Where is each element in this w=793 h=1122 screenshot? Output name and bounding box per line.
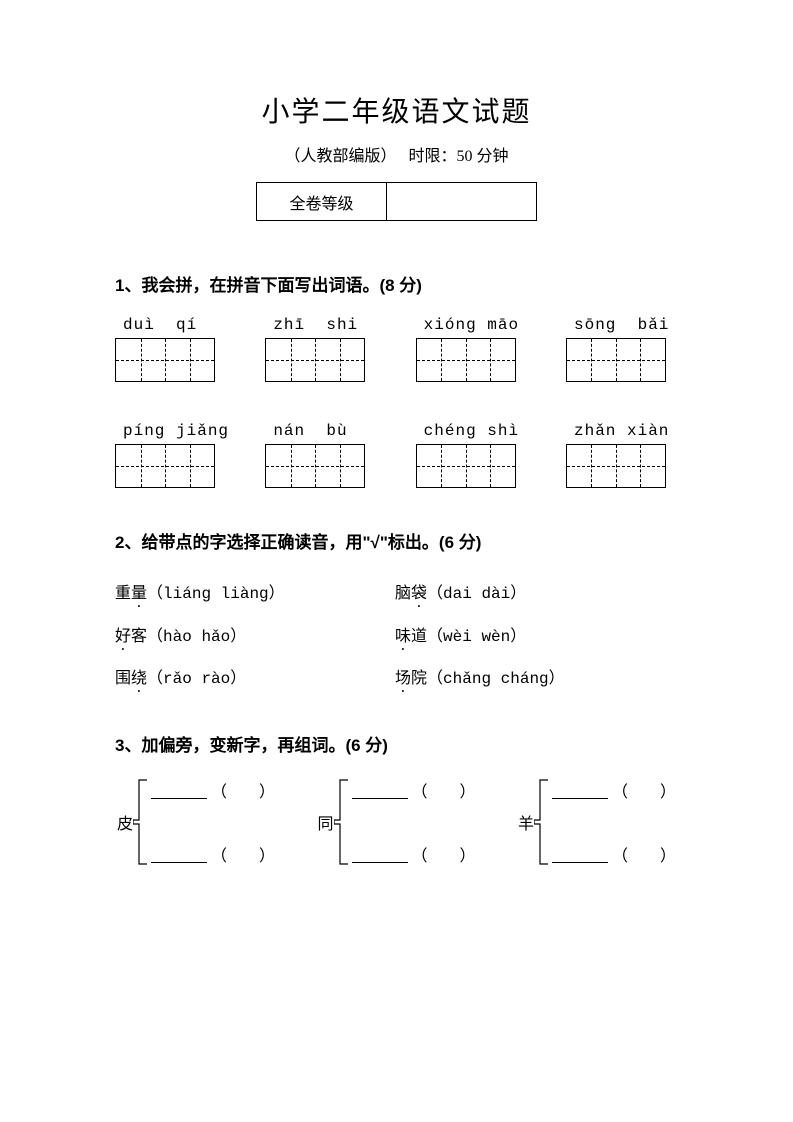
pinyin-item: chéng shì xyxy=(416,422,528,488)
char-box[interactable] xyxy=(416,444,516,488)
pinyin-text: chéng shì xyxy=(416,422,528,440)
q2-text: 院 xyxy=(411,670,427,687)
branch-group: （ ） （ ） xyxy=(548,778,676,866)
q3-item: 羊 （ ） （ ） xyxy=(518,776,676,868)
char-box[interactable] xyxy=(416,338,516,382)
page-title: 小学二年级语文试题 xyxy=(115,90,678,130)
pinyin-text: nán bù xyxy=(265,422,377,440)
pinyin-item: nán bù xyxy=(265,422,377,488)
question-3: 3、加偏旁，变新字，再组词。(6 分) 皮 （ ） （ ） 同 （ ） （ ） … xyxy=(115,731,678,868)
blank-input[interactable] xyxy=(151,845,207,863)
q2-row: 好客（hào hǎo） 味道（wèi wèn） xyxy=(115,616,678,659)
char-box[interactable] xyxy=(566,444,666,488)
q3-root: 皮 xyxy=(117,810,133,834)
pinyin-item: sōng bǎi xyxy=(566,316,678,382)
q2-text: 道 xyxy=(411,628,427,645)
branch-line[interactable]: （ ） xyxy=(552,842,676,866)
pinyin-item: píng jiǎng xyxy=(115,422,227,488)
paren[interactable]: （ ） xyxy=(412,842,476,866)
q2-item: 场院（chǎng cháng） xyxy=(395,658,678,701)
q3-item: 同 （ ） （ ） xyxy=(317,776,475,868)
q2-dot-char: 好 xyxy=(115,628,131,645)
q1-row-2: píng jiǎng nán bù chéng shì zhǎn xiàn xyxy=(115,422,678,488)
q2-item: 好客（hào hǎo） xyxy=(115,616,395,659)
char-box[interactable] xyxy=(115,444,215,488)
q2-dot-char: 味 xyxy=(395,628,411,645)
q2-item: 重量（liáng liàng） xyxy=(115,573,395,616)
branch-group: （ ） （ ） xyxy=(147,778,275,866)
blank-input[interactable] xyxy=(552,781,608,799)
pinyin-text: duì qí xyxy=(115,316,227,334)
char-box[interactable] xyxy=(265,338,365,382)
q2-row: 重量（liáng liàng） 脑袋（dai dài） xyxy=(115,573,678,616)
q3-row: 皮 （ ） （ ） 同 （ ） （ ） 羊 （ ） （ ） xyxy=(115,776,678,868)
branch-line[interactable]: （ ） xyxy=(151,842,275,866)
q2-options[interactable]: （wèi wèn） xyxy=(427,628,526,646)
bracket-icon xyxy=(334,776,348,868)
pinyin-text: píng jiǎng xyxy=(115,422,227,440)
paren[interactable]: （ ） xyxy=(211,842,275,866)
pinyin-item: zhī shi xyxy=(265,316,377,382)
char-box[interactable] xyxy=(566,338,666,382)
q3-root: 同 xyxy=(317,810,333,834)
question-2: 2、给带点的字选择正确读音，用"√"标出。(6 分) 重量（liáng liàn… xyxy=(115,528,678,701)
question-1: 1、我会拼，在拼音下面写出词语。(8 分) duì qí zhī shi xió… xyxy=(115,271,678,488)
pinyin-text: zhī shi xyxy=(265,316,377,334)
pinyin-text: zhǎn xiàn xyxy=(566,422,678,440)
branch-line[interactable]: （ ） xyxy=(352,778,476,802)
q2-options[interactable]: （liáng liàng） xyxy=(147,585,285,603)
blank-input[interactable] xyxy=(352,781,408,799)
paren[interactable]: （ ） xyxy=(412,778,476,802)
char-box[interactable] xyxy=(265,444,365,488)
blank-input[interactable] xyxy=(151,781,207,799)
pinyin-item: duì qí xyxy=(115,316,227,382)
q2-dot-char: 场 xyxy=(395,670,411,687)
paren[interactable]: （ ） xyxy=(612,842,676,866)
pinyin-item: xióng māo xyxy=(416,316,528,382)
branch-line[interactable]: （ ） xyxy=(151,778,275,802)
grade-value[interactable] xyxy=(387,183,537,221)
q2-options[interactable]: （chǎng cháng） xyxy=(427,670,565,688)
q3-heading: 3、加偏旁，变新字，再组词。(6 分) xyxy=(115,731,678,756)
q2-options[interactable]: （hào hǎo） xyxy=(147,628,246,646)
blank-input[interactable] xyxy=(352,845,408,863)
grade-label: 全卷等级 xyxy=(257,183,387,221)
branch-group: （ ） （ ） xyxy=(348,778,476,866)
grade-table: 全卷等级 xyxy=(256,182,537,221)
bracket-icon xyxy=(133,776,147,868)
q3-item: 皮 （ ） （ ） xyxy=(117,776,275,868)
pinyin-item: zhǎn xiàn xyxy=(566,422,678,488)
blank-input[interactable] xyxy=(552,845,608,863)
q2-dot-char: 绕 xyxy=(131,670,147,687)
q2-text: 脑 xyxy=(395,585,411,602)
q2-body: 重量（liáng liàng） 脑袋（dai dài） 好客（hào hǎo） … xyxy=(115,573,678,701)
q3-root: 羊 xyxy=(518,810,534,834)
branch-line[interactable]: （ ） xyxy=(352,842,476,866)
pinyin-text: sōng bǎi xyxy=(566,316,678,334)
q2-item: 围绕（rǎo rào） xyxy=(115,658,395,701)
branch-line[interactable]: （ ） xyxy=(552,778,676,802)
q2-dot-char: 袋 xyxy=(411,585,427,602)
pinyin-text: xióng māo xyxy=(416,316,528,334)
q2-row: 围绕（rǎo rào） 场院（chǎng cháng） xyxy=(115,658,678,701)
q2-options[interactable]: （dai dài） xyxy=(427,585,526,603)
q2-heading: 2、给带点的字选择正确读音，用"√"标出。(6 分) xyxy=(115,528,678,553)
paren[interactable]: （ ） xyxy=(612,778,676,802)
q2-text: 重 xyxy=(115,585,131,602)
q2-dot-char: 量 xyxy=(131,585,147,602)
q2-options[interactable]: （rǎo rào） xyxy=(147,670,246,688)
bracket-icon xyxy=(534,776,548,868)
char-box[interactable] xyxy=(115,338,215,382)
q2-item: 味道（wèi wèn） xyxy=(395,616,678,659)
page-subtitle: （人教部编版） 时限：50 分钟 xyxy=(115,142,678,166)
q1-row-1: duì qí zhī shi xióng māo sōng bǎi xyxy=(115,316,678,382)
q2-text: 围 xyxy=(115,670,131,687)
q1-heading: 1、我会拼，在拼音下面写出词语。(8 分) xyxy=(115,271,678,296)
q2-item: 脑袋（dai dài） xyxy=(395,573,678,616)
q2-text: 客 xyxy=(131,628,147,645)
paren[interactable]: （ ） xyxy=(211,778,275,802)
